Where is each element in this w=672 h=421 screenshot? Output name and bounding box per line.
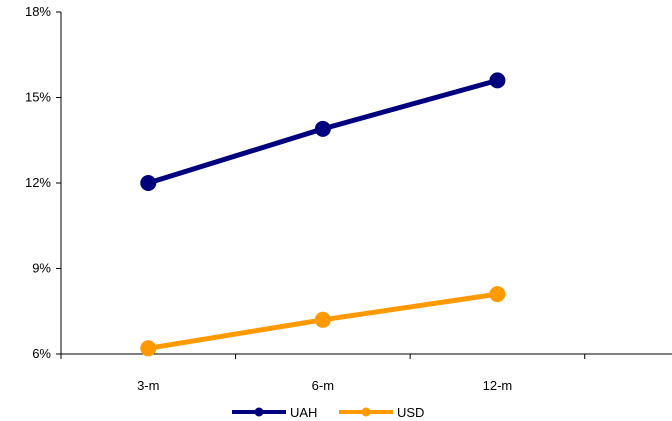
legend-label-uah: UAH — [290, 405, 317, 420]
y-tick-label: 6% — [32, 346, 51, 361]
y-tick-label: 15% — [25, 90, 51, 105]
x-tick-label: 12-m — [483, 378, 513, 393]
data-point-usd — [314, 311, 331, 328]
data-point-usd — [140, 340, 157, 357]
x-tick-label: 3-m — [137, 378, 159, 393]
y-tick-label: 9% — [32, 261, 51, 276]
legend-marker-uah — [254, 407, 264, 417]
legend-label-usd: USD — [397, 405, 424, 420]
legend-marker-usd — [361, 407, 371, 417]
x-tick-label: 6-m — [312, 378, 334, 393]
data-point-uah — [140, 175, 157, 191]
data-point-uah — [314, 120, 331, 137]
y-tick-label: 12% — [25, 175, 51, 190]
y-tick-label: 18% — [25, 4, 51, 19]
data-point-uah — [489, 72, 506, 89]
data-point-usd — [489, 286, 506, 303]
